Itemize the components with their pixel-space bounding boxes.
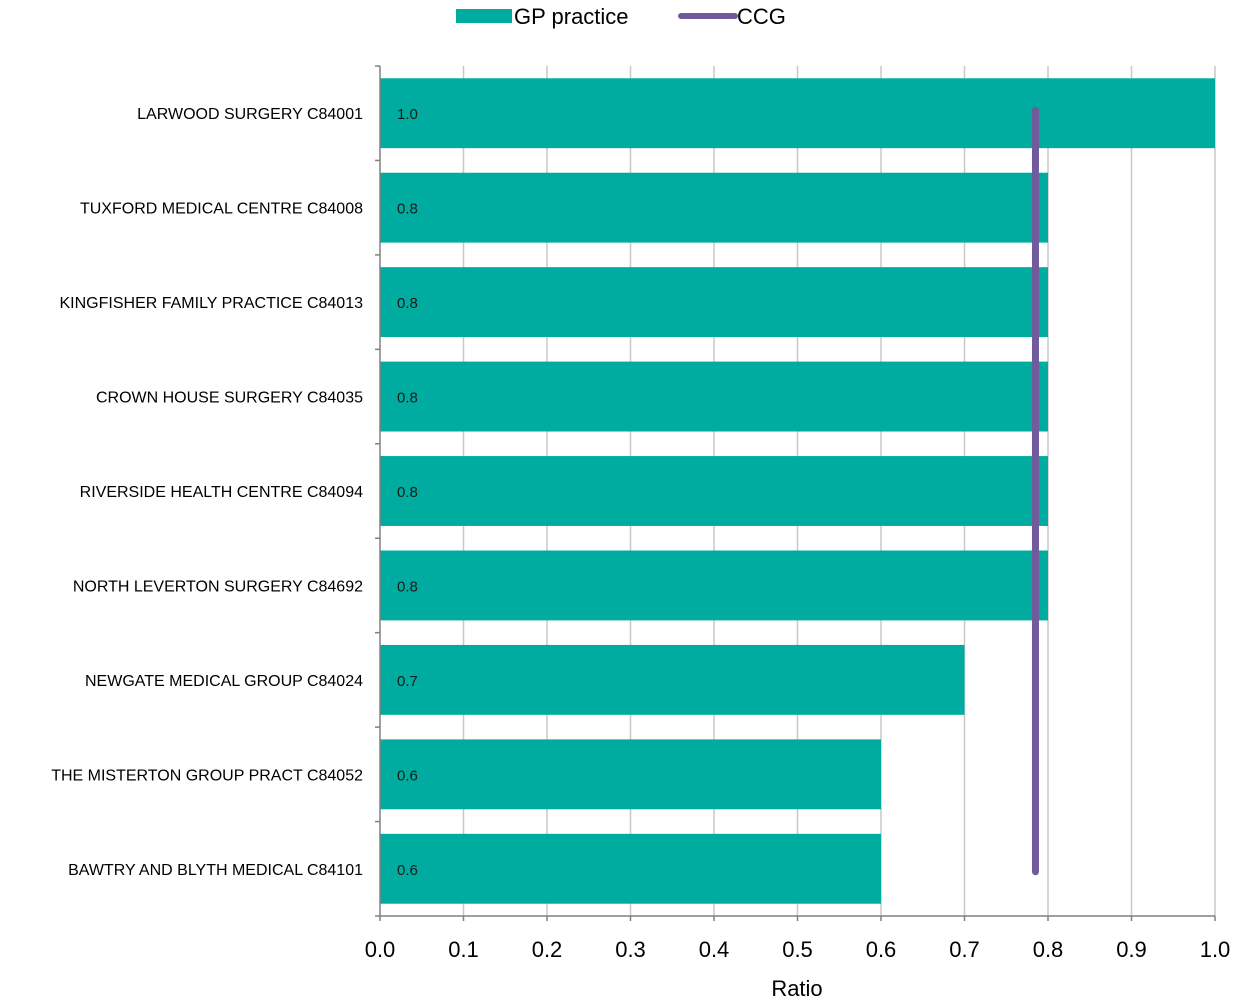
x-tick-label: 0.4 bbox=[699, 937, 730, 962]
bar bbox=[380, 267, 1048, 338]
category-label: KINGFISHER FAMILY PRACTICE C84013 bbox=[60, 295, 364, 312]
legend-swatch-gp-practice bbox=[456, 9, 512, 23]
bar bbox=[380, 172, 1048, 243]
category-label: CROWN HOUSE SURGERY C84035 bbox=[96, 390, 363, 407]
x-tick-label: 0.9 bbox=[1116, 937, 1147, 962]
legend-label-gp-practice: GP practice bbox=[514, 4, 629, 29]
category-label: TUXFORD MEDICAL CENTRE C84008 bbox=[80, 201, 363, 218]
tick-labels: 0.0 0.1 0.2 0.3 0.4 0.5 0.6 0.7 0.8 0.9 1.0 bbox=[365, 937, 1231, 962]
bar bbox=[380, 456, 1048, 526]
x-tick-label: 0.1 bbox=[448, 937, 479, 962]
x-tick-label: 0.7 bbox=[949, 937, 980, 962]
x-tick-label: 0.8 bbox=[1033, 937, 1064, 962]
bar bbox=[380, 833, 881, 904]
data-label: 0.8 bbox=[397, 201, 418, 218]
category-label: RIVERSIDE HEALTH CENTRE C84094 bbox=[80, 484, 363, 501]
data-label: 0.8 bbox=[397, 390, 418, 407]
category-label: NEWGATE MEDICAL GROUP C84024 bbox=[85, 673, 363, 690]
x-tick-label: 0.5 bbox=[782, 937, 813, 962]
category-label: BAWTRY AND BLYTH MEDICAL C84101 bbox=[68, 862, 363, 879]
x-tick-label: 0.2 bbox=[532, 937, 563, 962]
x-tick-label: 0.0 bbox=[365, 937, 396, 962]
data-label: 0.6 bbox=[397, 862, 418, 879]
bar bbox=[380, 361, 1048, 432]
bar bbox=[380, 550, 1048, 621]
data-label: 1.0 bbox=[397, 106, 418, 123]
category-labels: LARWOOD SURGERY C84001 TUXFORD MEDICAL CE… bbox=[51, 106, 363, 879]
bar bbox=[380, 78, 1215, 149]
x-axis-title: Ratio bbox=[771, 976, 822, 997]
bar bbox=[380, 644, 965, 715]
data-label: 0.8 bbox=[397, 295, 418, 312]
x-tick-label: 1.0 bbox=[1200, 937, 1231, 962]
category-label: NORTH LEVERTON SURGERY C84692 bbox=[73, 578, 363, 595]
data-label: 0.8 bbox=[397, 578, 418, 595]
legend: GP practice CCG bbox=[456, 4, 786, 29]
x-tick-label: 0.6 bbox=[866, 937, 897, 962]
data-label: 0.6 bbox=[397, 767, 418, 784]
data-label: 0.7 bbox=[397, 673, 418, 690]
bars: 1.0 0.8 0.8 0.8 0.8 0.8 0.7 0.6 0.6 bbox=[380, 78, 1215, 904]
legend-label-ccg: CCG bbox=[737, 4, 786, 29]
category-label: THE MISTERTON GROUP PRACT C84052 bbox=[51, 767, 363, 784]
x-tick-label: 0.3 bbox=[615, 937, 646, 962]
axes bbox=[375, 65, 1216, 921]
bar bbox=[380, 739, 881, 810]
data-label: 0.8 bbox=[397, 484, 418, 501]
category-label: LARWOOD SURGERY C84001 bbox=[137, 106, 363, 123]
